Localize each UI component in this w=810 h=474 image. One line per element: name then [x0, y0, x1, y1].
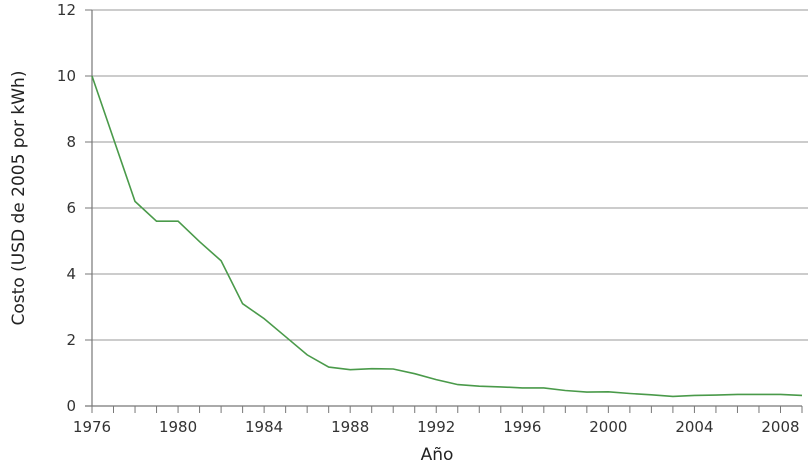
- y-axis-title: Costo (USD de 2005 por kWh): [9, 71, 29, 326]
- y-tick-label: 6: [66, 199, 76, 217]
- x-axis-ticks: 1976 1980 1984 1988 1992 1996 2000 2004 2008: [73, 406, 803, 436]
- x-tick-label: 1996: [503, 418, 541, 436]
- x-tick-label: 2004: [675, 418, 713, 436]
- cost-line: [91, 75, 803, 398]
- y-tick-label: 4: [66, 265, 76, 283]
- y-axis-ticks: 0 2 4 6 8 10 12: [57, 1, 92, 415]
- y-tick-label: 0: [66, 397, 76, 415]
- x-tick-label: 2008: [761, 418, 799, 436]
- x-tick-label: 2000: [589, 418, 627, 436]
- x-tick-label: 1988: [331, 418, 369, 436]
- y-tick-label: 8: [66, 133, 76, 151]
- y-tick-label: 2: [66, 331, 76, 349]
- x-tick-label: 1992: [417, 418, 455, 436]
- x-axis-title: Año: [421, 445, 454, 465]
- x-tick-label: 1980: [159, 418, 197, 436]
- gridlines: [92, 9, 808, 341]
- x-tick-label: 1976: [73, 418, 111, 436]
- y-tick-label: 10: [57, 67, 76, 85]
- y-tick-label: 12: [57, 1, 76, 19]
- x-tick-label: 1984: [245, 418, 283, 436]
